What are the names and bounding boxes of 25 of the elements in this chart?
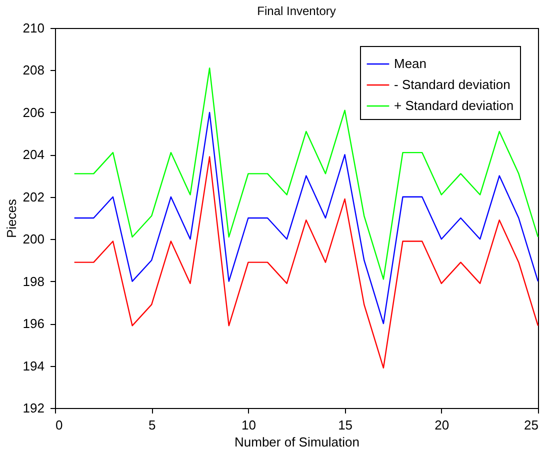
line-series [74, 112, 539, 324]
x-tick-label: 25 [524, 418, 538, 432]
y-tick-label: 194 [22, 358, 44, 374]
y-tick-label: 204 [22, 147, 44, 162]
chart-title: Final Inventory [257, 4, 336, 18]
y-tick-label: 192 [22, 400, 44, 416]
x-tick-label: 5 [148, 418, 156, 432]
legend-label: + Standard deviation [394, 98, 514, 113]
x-tick-label: 0 [56, 418, 63, 432]
y-axis-title: Pieces [4, 198, 19, 238]
x-axis-title: Number of Simulation [234, 434, 360, 450]
y-tick-label: 210 [22, 20, 44, 36]
y-tick-label: 206 [22, 104, 44, 120]
line-series [74, 68, 539, 280]
x-tick-label: 15 [338, 418, 353, 432]
legend-label: Mean [394, 56, 427, 71]
x-tick-label: 10 [241, 418, 256, 432]
line-series [74, 156, 539, 368]
x-tick-label: 20 [434, 418, 450, 432]
y-tick-label: 202 [22, 189, 44, 204]
legend-label: - Standard deviation [394, 77, 510, 92]
y-tick-label: 198 [22, 274, 44, 289]
y-tick-label: 208 [22, 62, 44, 78]
y-tick-label: 200 [22, 232, 44, 247]
y-tick-label: 196 [22, 316, 44, 332]
